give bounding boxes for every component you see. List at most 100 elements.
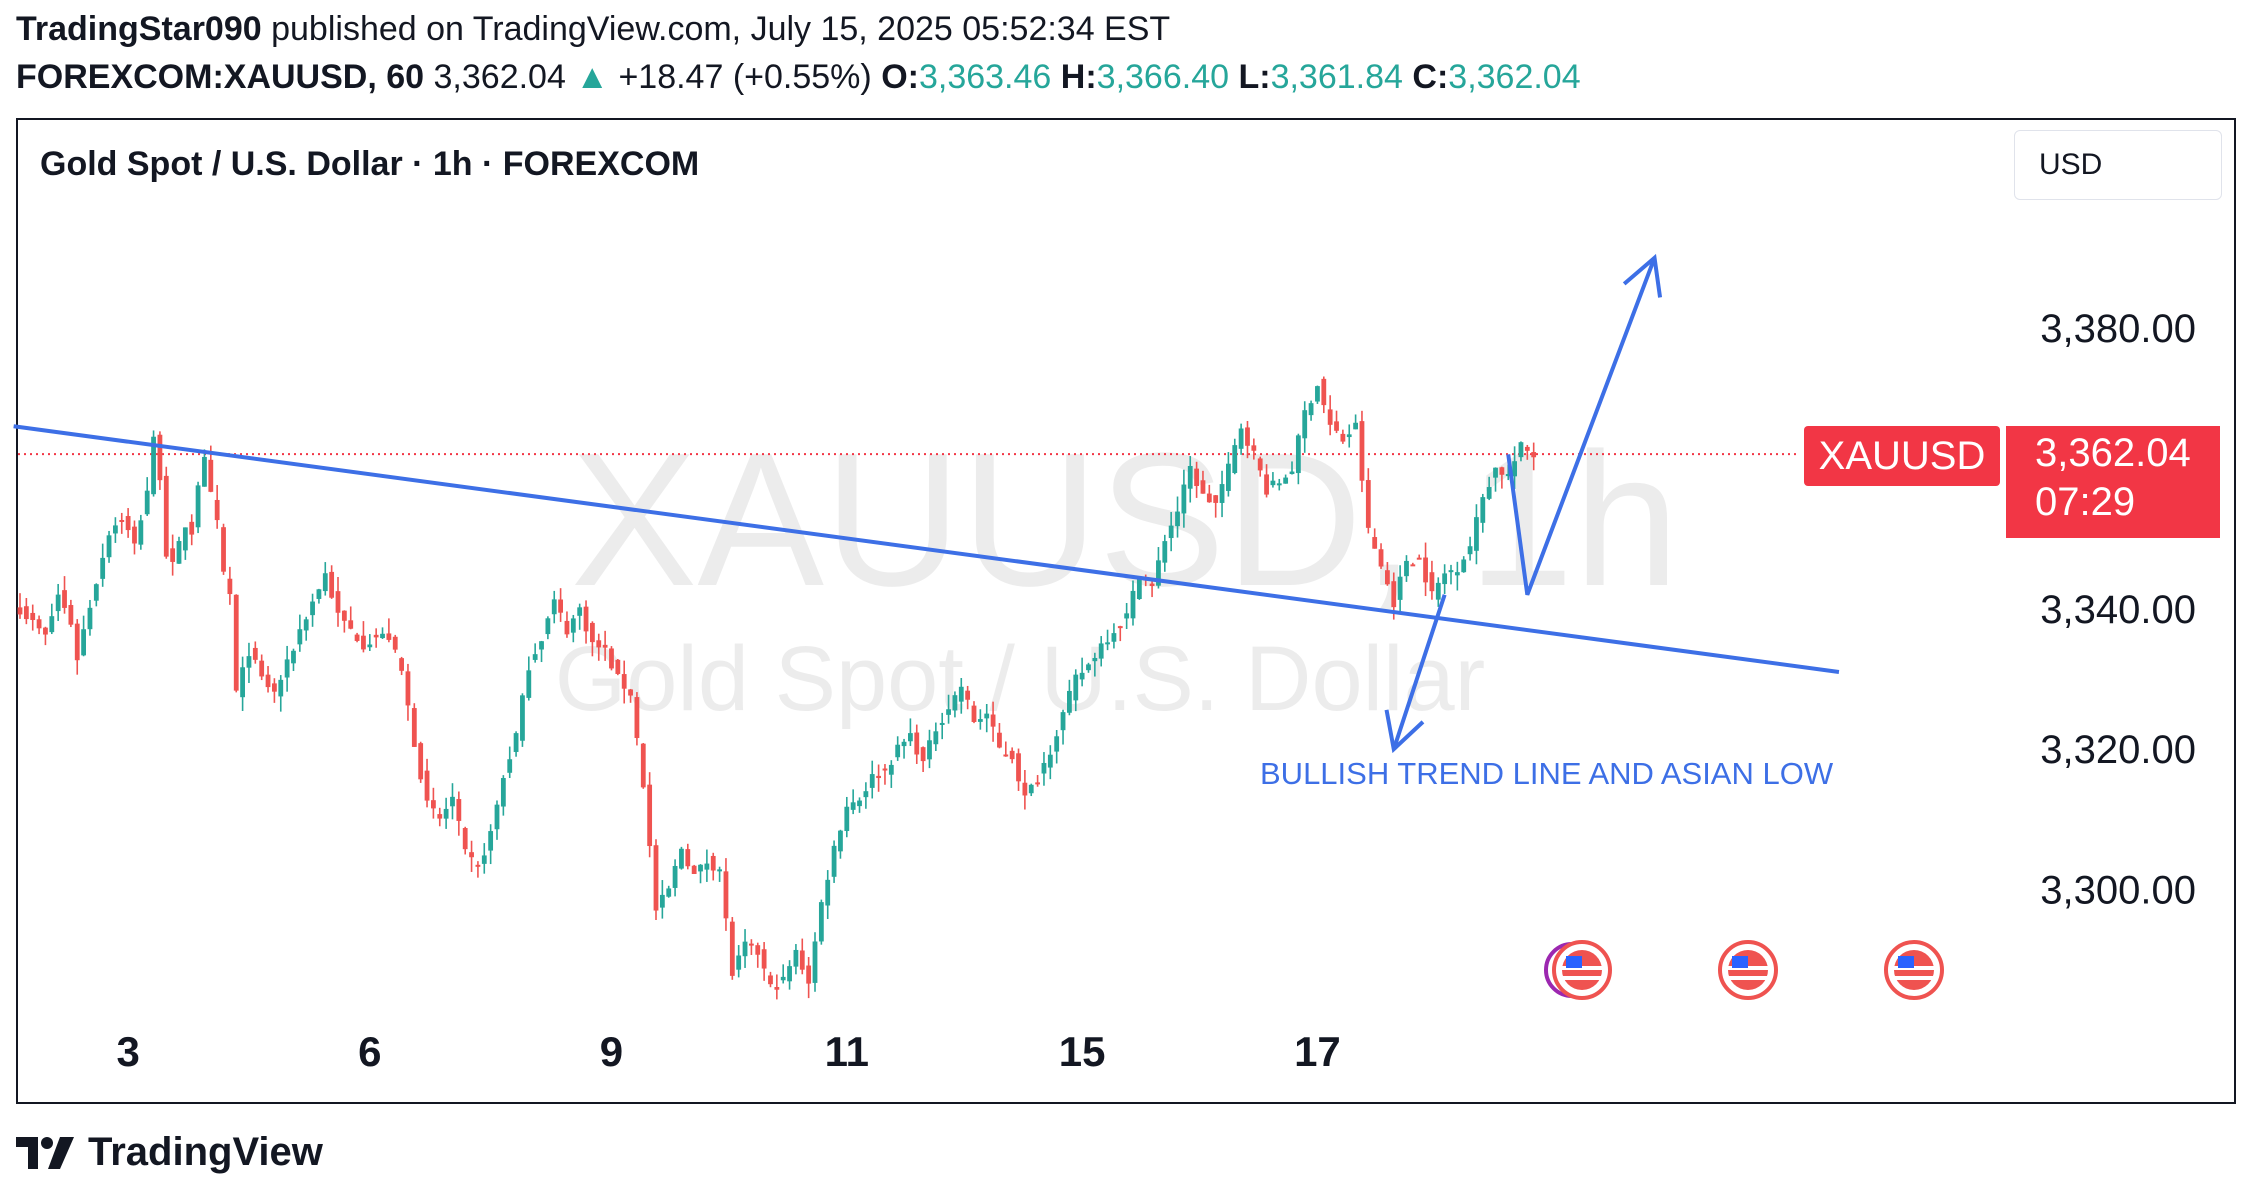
candle	[927, 729, 932, 769]
drawing-arrows[interactable]	[1384, 253, 1663, 754]
candle	[1264, 464, 1269, 498]
candle	[984, 703, 990, 733]
symbol-price-tag[interactable]: XAUUSD 3,362.04 07:29	[1804, 426, 2220, 538]
candle	[450, 783, 455, 820]
candle	[170, 534, 176, 576]
candle	[418, 741, 424, 783]
candle	[303, 616, 309, 641]
candle	[1276, 478, 1282, 491]
candle	[602, 630, 608, 661]
candle	[749, 939, 754, 955]
high-value: 3,366.40	[1096, 58, 1230, 96]
candle	[1365, 468, 1371, 534]
candle	[1480, 493, 1486, 533]
candle	[1067, 679, 1072, 716]
candle	[736, 945, 742, 978]
candle	[380, 627, 385, 639]
x-tick-label: 9	[600, 1028, 623, 1075]
candle	[621, 660, 627, 704]
tradingview-footer[interactable]: TradingView	[16, 1130, 323, 1175]
x-tick-label: 6	[358, 1028, 381, 1075]
author-name[interactable]: TradingStar090	[16, 10, 262, 48]
candle	[850, 789, 856, 815]
asian-low-arrow[interactable]	[1384, 594, 1447, 754]
time-axis[interactable]: 3 6 9 11 15 17	[116, 1028, 1340, 1075]
candle	[971, 701, 977, 724]
bullish-projection-arrow[interactable]	[1506, 253, 1663, 596]
candle	[30, 604, 36, 631]
candle	[1016, 748, 1021, 791]
candle	[1404, 555, 1409, 582]
candle	[163, 466, 169, 559]
candle	[965, 685, 971, 710]
candle	[488, 824, 494, 865]
candle	[373, 628, 379, 648]
candle	[685, 843, 691, 870]
candle	[1270, 472, 1276, 488]
candle	[628, 688, 633, 703]
candle	[1054, 730, 1060, 764]
candle	[793, 944, 799, 975]
candle	[914, 724, 920, 764]
candle	[1359, 410, 1365, 493]
candle	[1136, 577, 1142, 600]
candle	[265, 666, 271, 693]
close-value: 3,362.04	[1448, 58, 1581, 96]
candle	[691, 864, 697, 875]
y-tick-label: 3,300.00	[2040, 869, 2196, 913]
candle	[151, 430, 156, 497]
candle	[81, 615, 86, 657]
price-axis[interactable]: 3,380.00 3,340.00 3,320.00 3,300.00	[2040, 307, 2196, 913]
candle	[958, 678, 964, 714]
candle	[1308, 400, 1314, 421]
price-tag-countdown: 07:29	[2035, 480, 2135, 524]
candle	[500, 775, 506, 816]
chart-frame	[16, 118, 2236, 1104]
y-tick-label: 3,340.00	[2040, 588, 2196, 632]
candle	[1524, 444, 1530, 460]
candle	[1499, 466, 1505, 489]
candle	[507, 746, 513, 779]
candle	[704, 849, 710, 882]
candle	[818, 899, 824, 945]
candle	[43, 626, 48, 646]
candle	[513, 731, 519, 757]
y-tick-label: 3,380.00	[2040, 307, 2196, 351]
candle	[1130, 580, 1136, 626]
candle	[354, 632, 360, 643]
candle	[729, 917, 735, 980]
symbol-info: FOREXCOM:XAUUSD, 60 3,362.04 ▲ +18.47 (+…	[16, 58, 1581, 97]
candle	[551, 590, 557, 624]
candle	[1238, 423, 1244, 455]
annotation-text[interactable]: BULLISH TREND LINE AND ASIAN LOW	[1260, 756, 1834, 791]
bullish-trend-line[interactable]	[13, 424, 1840, 674]
us-flag-event-icon-1[interactable]	[1544, 940, 1612, 1000]
candle	[1226, 452, 1231, 497]
price-tag-value: 3,362.04	[2035, 431, 2191, 475]
candle	[844, 796, 850, 838]
candle	[1232, 438, 1238, 475]
us-flag-event-icon-2[interactable]	[1718, 940, 1778, 1000]
candle	[405, 663, 411, 721]
candle	[399, 656, 404, 676]
candle	[1429, 560, 1435, 600]
x-tick-label: 15	[1059, 1028, 1106, 1075]
candle	[113, 517, 118, 543]
candle	[36, 615, 42, 635]
candle	[1397, 565, 1403, 613]
candle	[908, 718, 913, 746]
price-change: +18.47 (+0.55%)	[618, 58, 872, 96]
candle	[1073, 669, 1079, 712]
currency-button[interactable]: USD	[2014, 130, 2222, 200]
candle	[456, 791, 462, 836]
x-tick-label: 11	[825, 1028, 869, 1075]
brand-name: TradingView	[88, 1130, 323, 1174]
candle	[1047, 745, 1053, 780]
candle	[55, 583, 61, 622]
candle	[291, 648, 296, 672]
us-flag-event-icon-3[interactable]	[1884, 940, 1944, 1000]
candle	[526, 656, 532, 701]
candle	[1194, 461, 1199, 498]
candle	[361, 621, 366, 653]
